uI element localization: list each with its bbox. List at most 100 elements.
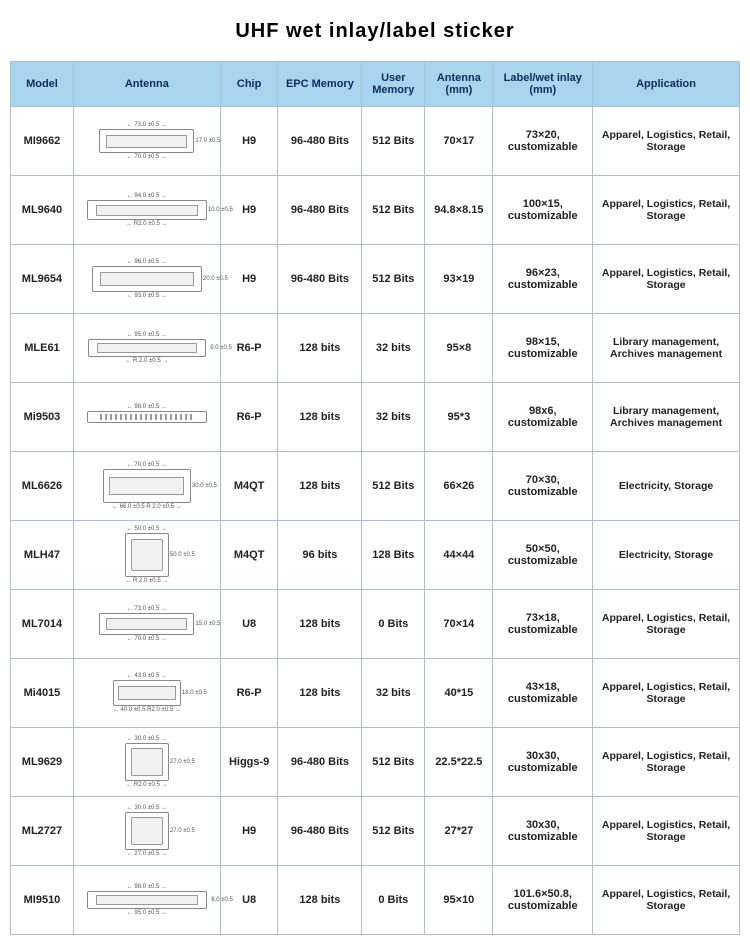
cell-model: MI9662 bbox=[11, 107, 74, 176]
col-user: User Memory bbox=[362, 62, 425, 107]
cell-antenna-drawing: ← 73.0 ±0.5 → ← 70.0 ±0.5 → 15.0 ±0.5 bbox=[73, 590, 220, 659]
cell-chip: H9 bbox=[220, 245, 278, 314]
cell-model: ML9629 bbox=[11, 728, 74, 797]
cell-chip: R6-P bbox=[220, 383, 278, 452]
cell-epc: 128 bits bbox=[278, 866, 362, 935]
cell-antenna-drawing: ← 50.0 ±0.5 → ← R 2.0 ±0.5 → 50.0 ±0.5 bbox=[73, 521, 220, 590]
col-app: Application bbox=[593, 62, 740, 107]
cell-model: Mi9503 bbox=[11, 383, 74, 452]
cell-antenna-drawing: ← 98.0 ±0.5 → ← 95.0 ±0.5 → 8.0 ±0.5 bbox=[73, 866, 220, 935]
cell-epc: 96-480 Bits bbox=[278, 245, 362, 314]
cell-chip: M4QT bbox=[220, 521, 278, 590]
table-row: ML9654 ← 96.0 ±0.5 → ← 93.0 ±0.5 → 20.0 … bbox=[11, 245, 740, 314]
cell-chip: M4QT bbox=[220, 452, 278, 521]
cell-user: 32 bits bbox=[362, 314, 425, 383]
cell-chip: Higgs-9 bbox=[220, 728, 278, 797]
cell-antenna-drawing: ← 43.0 ±0.5 → ← 40.0 ±0.5 R2.0 ±0.5 → 18… bbox=[73, 659, 220, 728]
cell-epc: 128 bits bbox=[278, 590, 362, 659]
cell-antmm: 95*3 bbox=[425, 383, 493, 452]
col-epc: EPC Memory bbox=[278, 62, 362, 107]
cell-application: Electricity, Storage bbox=[593, 452, 740, 521]
cell-antmm: 70×14 bbox=[425, 590, 493, 659]
cell-application: Apparel, Logistics, Retail, Storage bbox=[593, 590, 740, 659]
cell-application: Apparel, Logistics, Retail, Storage bbox=[593, 728, 740, 797]
cell-user: 512 Bits bbox=[362, 728, 425, 797]
cell-antmm: 22.5*22.5 bbox=[425, 728, 493, 797]
cell-antenna-drawing: ← 94.0 ±0.5 → ← R2.0 ±0.5 → 10.0 ±0.5 bbox=[73, 176, 220, 245]
cell-label: 30x30, customizable bbox=[493, 728, 593, 797]
cell-label: 43×18, customizable bbox=[493, 659, 593, 728]
cell-antmm: 95×10 bbox=[425, 866, 493, 935]
cell-antenna-drawing: ← 70.0 ±0.5 → ← 66.0 ±0.5 R 2.0 ±0.5 → 3… bbox=[73, 452, 220, 521]
cell-application: Apparel, Logistics, Retail, Storage bbox=[593, 866, 740, 935]
cell-label: 96×23, customizable bbox=[493, 245, 593, 314]
cell-application: Apparel, Logistics, Retail, Storage bbox=[593, 176, 740, 245]
cell-user: 128 Bits bbox=[362, 521, 425, 590]
cell-application: Apparel, Logistics, Retail, Storage bbox=[593, 797, 740, 866]
table-row: MI9510 ← 98.0 ±0.5 → ← 95.0 ±0.5 → 8.0 ±… bbox=[11, 866, 740, 935]
table-row: ML7014 ← 73.0 ±0.5 → ← 70.0 ±0.5 → 15.0 … bbox=[11, 590, 740, 659]
cell-model: MI9510 bbox=[11, 866, 74, 935]
cell-antenna-drawing: ← 73.0 ±0.5 → ← 70.0 ±0.5 → 17.0 ±0.5 bbox=[73, 107, 220, 176]
cell-epc: 96-480 Bits bbox=[278, 797, 362, 866]
cell-antenna-drawing: ← 96.0 ±0.5 → ← 93.0 ±0.5 → 20.0 ±0.5 bbox=[73, 245, 220, 314]
cell-epc: 96 bits bbox=[278, 521, 362, 590]
cell-antenna-drawing: ← 98.0 ±0.5 → bbox=[73, 383, 220, 452]
cell-chip: H9 bbox=[220, 107, 278, 176]
cell-model: ML9640 bbox=[11, 176, 74, 245]
cell-antmm: 94.8×8.15 bbox=[425, 176, 493, 245]
cell-application: Apparel, Logistics, Retail, Storage bbox=[593, 107, 740, 176]
table-row: ML2727 ← 30.0 ±0.5 → ← 27.0 ±0.5 → 27.0 … bbox=[11, 797, 740, 866]
cell-user: 512 Bits bbox=[362, 797, 425, 866]
cell-epc: 96-480 Bits bbox=[278, 176, 362, 245]
cell-label: 101.6×50.8, customizable bbox=[493, 866, 593, 935]
table-row: MLE61 ← 95.0 ±0.5 → ← R 2.0 ±0.5 → 9.0 ±… bbox=[11, 314, 740, 383]
cell-label: 50×50, customizable bbox=[493, 521, 593, 590]
cell-model: ML9654 bbox=[11, 245, 74, 314]
cell-label: 98x6, customizable bbox=[493, 383, 593, 452]
cell-user: 512 Bits bbox=[362, 176, 425, 245]
cell-antenna-drawing: ← 30.0 ±0.5 → ← R2.0 ±0.5 → 27.0 ±0.5 bbox=[73, 728, 220, 797]
cell-antenna-drawing: ← 30.0 ±0.5 → ← 27.0 ±0.5 → 27.0 ±0.5 bbox=[73, 797, 220, 866]
cell-epc: 96-480 Bits bbox=[278, 728, 362, 797]
table-row: Mi4015 ← 43.0 ±0.5 → ← 40.0 ±0.5 R2.0 ±0… bbox=[11, 659, 740, 728]
cell-epc: 128 bits bbox=[278, 383, 362, 452]
cell-antmm: 44×44 bbox=[425, 521, 493, 590]
table-header-row: Model Antenna Chip EPC Memory User Memor… bbox=[11, 62, 740, 107]
col-chip: Chip bbox=[220, 62, 278, 107]
cell-model: ML6626 bbox=[11, 452, 74, 521]
cell-model: Mi4015 bbox=[11, 659, 74, 728]
cell-user: 512 Bits bbox=[362, 245, 425, 314]
cell-application: Apparel, Logistics, Retail, Storage bbox=[593, 659, 740, 728]
cell-epc: 128 bits bbox=[278, 659, 362, 728]
cell-antmm: 93×19 bbox=[425, 245, 493, 314]
cell-label: 30x30, customizable bbox=[493, 797, 593, 866]
cell-user: 32 bits bbox=[362, 383, 425, 452]
cell-application: Apparel, Logistics, Retail, Storage bbox=[593, 245, 740, 314]
product-table: Model Antenna Chip EPC Memory User Memor… bbox=[10, 61, 740, 935]
cell-antmm: 70×17 bbox=[425, 107, 493, 176]
cell-user: 512 Bits bbox=[362, 107, 425, 176]
cell-label: 73×18, customizable bbox=[493, 590, 593, 659]
table-row: ML9640 ← 94.0 ±0.5 → ← R2.0 ±0.5 → 10.0 … bbox=[11, 176, 740, 245]
cell-epc: 128 bits bbox=[278, 314, 362, 383]
cell-model: MLH47 bbox=[11, 521, 74, 590]
table-row: MLH47 ← 50.0 ±0.5 → ← R 2.0 ±0.5 → 50.0 … bbox=[11, 521, 740, 590]
cell-application: Library management, Archives management bbox=[593, 383, 740, 452]
table-row: ML9629 ← 30.0 ±0.5 → ← R2.0 ±0.5 → 27.0 … bbox=[11, 728, 740, 797]
cell-label: 73×20, customizable bbox=[493, 107, 593, 176]
cell-epc: 96-480 Bits bbox=[278, 107, 362, 176]
cell-model: ML2727 bbox=[11, 797, 74, 866]
cell-chip: R6-P bbox=[220, 659, 278, 728]
cell-label: 98×15, customizable bbox=[493, 314, 593, 383]
cell-application: Electricity, Storage bbox=[593, 521, 740, 590]
cell-label: 100×15, customizable bbox=[493, 176, 593, 245]
cell-antmm: 27*27 bbox=[425, 797, 493, 866]
table-row: ML6626 ← 70.0 ±0.5 → ← 66.0 ±0.5 R 2.0 ±… bbox=[11, 452, 740, 521]
table-row: MI9662 ← 73.0 ±0.5 → ← 70.0 ±0.5 → 17.0 … bbox=[11, 107, 740, 176]
col-antmm: Antenna (mm) bbox=[425, 62, 493, 107]
cell-model: ML7014 bbox=[11, 590, 74, 659]
col-label: Label/wet inlay (mm) bbox=[493, 62, 593, 107]
cell-user: 32 bits bbox=[362, 659, 425, 728]
cell-chip: H9 bbox=[220, 797, 278, 866]
